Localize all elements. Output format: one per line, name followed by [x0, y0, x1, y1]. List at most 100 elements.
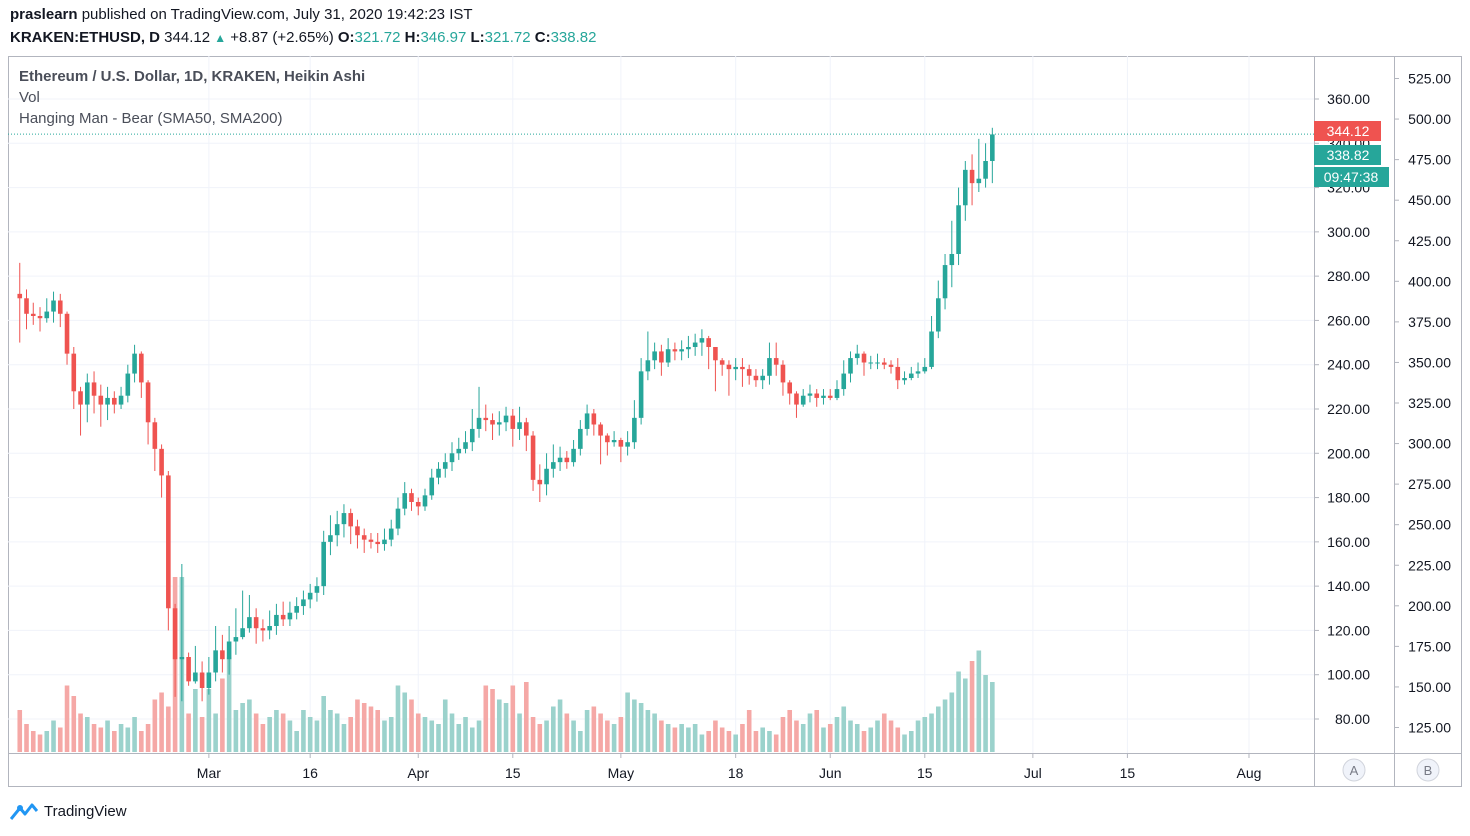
candle[interactable] [91, 371, 97, 414]
candle[interactable] [125, 364, 131, 403]
candle[interactable] [355, 519, 360, 549]
candle[interactable] [17, 262, 23, 343]
candle[interactable] [483, 404, 489, 432]
candle[interactable] [963, 160, 968, 221]
candle[interactable] [949, 220, 955, 288]
candle[interactable] [226, 625, 232, 675]
candle[interactable] [260, 619, 266, 642]
candle[interactable] [611, 431, 617, 447]
candle[interactable] [659, 344, 664, 376]
candle[interactable] [632, 400, 637, 449]
candle[interactable] [280, 601, 286, 626]
candle[interactable] [551, 444, 556, 478]
right-price-axis[interactable]: 125.00 150.00 175.00 200.00 225.00 250.00 275.… [1394, 71, 1451, 736]
candle[interactable] [71, 346, 77, 409]
candle[interactable] [821, 389, 826, 405]
candle[interactable] [510, 408, 516, 447]
candle[interactable] [692, 333, 698, 356]
candle[interactable] [382, 528, 387, 551]
candle[interactable] [861, 351, 867, 376]
candle[interactable] [807, 384, 813, 403]
candle[interactable] [530, 431, 536, 491]
candle[interactable] [618, 437, 624, 463]
candle[interactable] [321, 530, 326, 595]
candle[interactable] [794, 391, 799, 418]
candle[interactable] [827, 389, 833, 401]
candle[interactable] [760, 369, 765, 390]
candle[interactable] [213, 625, 218, 682]
candle[interactable] [868, 355, 874, 370]
candle[interactable] [307, 583, 313, 609]
candle[interactable] [490, 413, 495, 440]
candle[interactable] [368, 532, 374, 549]
candle[interactable] [881, 358, 887, 370]
candle[interactable] [98, 384, 104, 427]
candle[interactable] [341, 504, 347, 538]
candle[interactable] [294, 597, 299, 620]
candle[interactable] [679, 340, 684, 361]
candle[interactable] [524, 417, 529, 452]
candle[interactable] [814, 389, 820, 407]
candle[interactable] [564, 451, 570, 469]
candle[interactable] [334, 510, 340, 547]
candle[interactable] [105, 386, 110, 421]
candle[interactable] [605, 433, 610, 456]
candle[interactable] [388, 519, 394, 547]
candle[interactable] [44, 298, 50, 323]
candle[interactable] [787, 380, 793, 405]
candle[interactable] [132, 344, 137, 383]
candle[interactable] [152, 417, 158, 471]
candle[interactable] [740, 358, 745, 387]
candle[interactable] [112, 391, 117, 414]
candle[interactable] [37, 307, 43, 332]
candle[interactable] [969, 154, 975, 206]
candle[interactable] [267, 610, 272, 640]
candle[interactable] [719, 358, 725, 376]
candle[interactable] [57, 293, 63, 328]
candle[interactable] [253, 608, 259, 644]
candle[interactable] [415, 497, 421, 516]
candle[interactable] [247, 594, 252, 633]
candle[interactable] [875, 353, 880, 370]
candle[interactable] [30, 302, 36, 325]
candle[interactable] [645, 331, 651, 381]
candle[interactable] [665, 338, 671, 367]
candle[interactable] [314, 577, 320, 602]
candle[interactable] [442, 453, 448, 478]
candle[interactable] [638, 358, 644, 425]
candle[interactable] [159, 444, 164, 498]
candle[interactable] [800, 389, 806, 407]
candle[interactable] [706, 335, 711, 370]
candle[interactable] [240, 590, 245, 640]
candle[interactable] [625, 431, 630, 456]
candle[interactable] [767, 342, 772, 385]
candle[interactable] [929, 315, 934, 370]
candle[interactable] [51, 291, 56, 323]
candle[interactable] [328, 515, 333, 556]
candle[interactable] [118, 386, 124, 409]
candle[interactable] [753, 369, 759, 387]
candle[interactable] [395, 497, 401, 536]
candle[interactable] [409, 488, 414, 511]
author-name[interactable]: praslearn [10, 6, 78, 23]
candle[interactable] [557, 446, 563, 471]
candle[interactable] [537, 464, 543, 502]
candle[interactable] [672, 342, 678, 361]
candles[interactable] [17, 127, 995, 702]
candle[interactable] [24, 289, 29, 330]
candle[interactable] [233, 608, 239, 655]
candle[interactable] [571, 439, 576, 467]
candle[interactable] [84, 373, 90, 423]
candle[interactable] [922, 358, 928, 374]
candle[interactable] [456, 437, 462, 460]
candle[interactable] [476, 386, 482, 438]
candle[interactable] [199, 661, 205, 702]
candle[interactable] [746, 364, 752, 385]
candle[interactable] [578, 420, 583, 456]
candle[interactable] [942, 253, 948, 310]
candle[interactable] [686, 335, 691, 359]
candle[interactable] [179, 563, 185, 702]
candle[interactable] [773, 342, 779, 376]
candle[interactable] [436, 462, 441, 485]
